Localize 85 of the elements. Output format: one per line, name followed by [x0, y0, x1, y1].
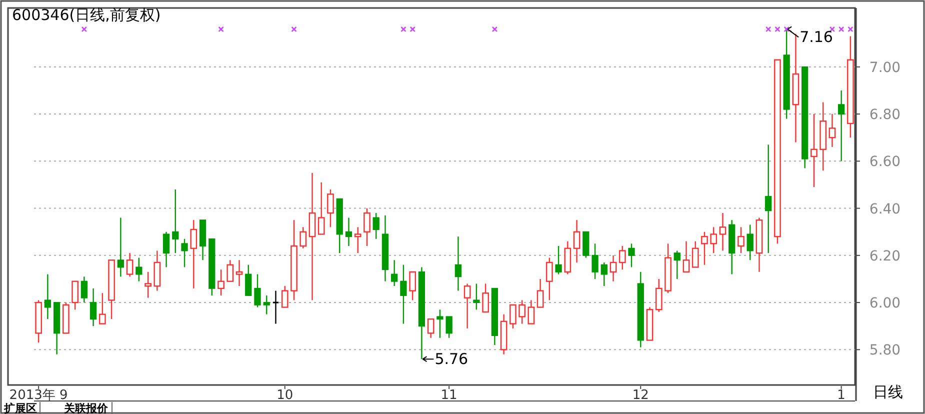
candlestick [272, 290, 280, 324]
candlestick [117, 217, 124, 278]
candlestick [162, 231, 170, 268]
candlestick [701, 231, 708, 266]
candlestick [254, 274, 261, 308]
annotation: 5.76 [434, 350, 468, 368]
candlestick [765, 144, 772, 254]
candlestick [263, 294, 270, 315]
candlestick [300, 226, 307, 249]
candlestick [546, 257, 553, 301]
candlestick [281, 285, 288, 308]
candlestick [692, 240, 699, 268]
candlestick [573, 219, 580, 264]
candlestick [308, 172, 316, 301]
candlestick [354, 226, 362, 254]
candlestick [536, 278, 544, 308]
candlestick [592, 243, 598, 280]
x-tick-label: 2013年 9 [9, 388, 68, 403]
candlestick [838, 90, 845, 162]
candlestick [674, 250, 680, 280]
candlestick [464, 283, 471, 330]
candlestick [144, 271, 152, 298]
candlestick [600, 262, 608, 287]
candlestick [226, 260, 234, 282]
candlestick [154, 250, 161, 292]
candlestick [245, 264, 252, 296]
text: 日线 [873, 383, 903, 401]
candlestick [610, 254, 617, 282]
candlestick [218, 268, 224, 296]
candlestick [236, 260, 243, 287]
candlestick [528, 300, 535, 324]
y-tick-label: 5.80 [869, 342, 901, 359]
candlestick [710, 226, 718, 254]
candlestick [409, 271, 416, 301]
candlestick [172, 188, 179, 254]
candlestick [628, 243, 635, 268]
candlestick [655, 278, 662, 313]
candlestick [400, 264, 407, 324]
candlestick [98, 292, 106, 324]
candlestick [518, 300, 526, 324]
candlestick [738, 226, 744, 254]
annotation: 7.16 [800, 28, 833, 46]
candlestick [618, 245, 626, 270]
x-tick-label: 12 [632, 388, 649, 403]
text: 扩展区 [3, 402, 37, 414]
candlestick [436, 309, 444, 338]
candlestick [719, 212, 726, 252]
candlestick [682, 240, 690, 272]
candlestick [810, 113, 818, 188]
candlestick [372, 212, 380, 240]
candlestick [364, 208, 370, 247]
y-tick-label: 6.40 [869, 201, 901, 218]
y-tick-label: 6.80 [869, 107, 901, 124]
x-tick-label: 11 [440, 388, 458, 403]
candlestick [80, 276, 88, 304]
candlestick [136, 257, 142, 282]
candlestick [345, 217, 352, 247]
candlestick [126, 252, 134, 278]
text: 关联报价 [63, 402, 109, 414]
candlestick [454, 236, 462, 292]
candlestick [90, 288, 97, 327]
candlestick [427, 318, 434, 338]
candlestick [828, 113, 836, 148]
y-tick-label: 6.60 [869, 154, 901, 170]
candlestick [391, 260, 398, 287]
candlestick [564, 240, 572, 275]
y-tick-label: 6.20 [869, 248, 901, 264]
candlestick [44, 274, 52, 320]
candlestick [473, 283, 480, 310]
candlestick [555, 245, 562, 275]
candlestick [318, 182, 325, 235]
candlestick [72, 280, 78, 310]
candlestick [509, 304, 516, 330]
x-tick-label: 10 [276, 388, 294, 403]
chart-title: 600346(日线,前复权) [12, 6, 161, 24]
candlestick [190, 219, 198, 289]
y-tick-label: 6.00 [869, 296, 901, 312]
x-tick-label: 1 [837, 388, 846, 403]
candlestick [327, 188, 334, 228]
candlestick [582, 231, 590, 258]
candlestick [446, 316, 452, 338]
candlestick [482, 283, 489, 313]
y-tick-label: 7.00 [869, 60, 901, 76]
candlestick [746, 224, 754, 261]
candlestick [181, 238, 188, 268]
